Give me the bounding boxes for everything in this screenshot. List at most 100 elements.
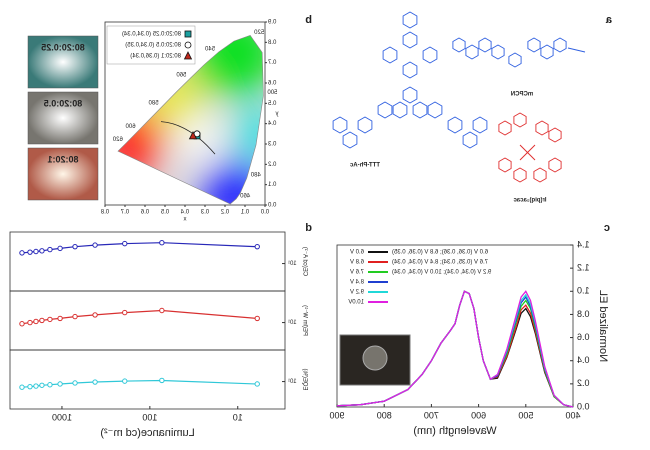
inset-spot bbox=[362, 345, 388, 371]
x-tick-label: 900 bbox=[329, 410, 344, 420]
x-tick-label: 0.3 bbox=[200, 210, 209, 216]
x-axis-label: x bbox=[184, 217, 187, 223]
ring bbox=[465, 44, 479, 60]
point bbox=[57, 381, 63, 387]
y-axis-label: EQE(%) bbox=[301, 368, 307, 390]
point bbox=[92, 242, 98, 248]
legend-label: 9.2 V bbox=[350, 290, 364, 296]
device-photo bbox=[27, 91, 99, 145]
locus-label: 520 bbox=[254, 30, 265, 36]
point bbox=[33, 318, 39, 325]
structure-label: TTT-Ph-Ac bbox=[349, 163, 380, 169]
locus-label: 460 bbox=[240, 193, 251, 199]
y-tick-label: 10¹ bbox=[288, 261, 297, 267]
y-tick-label: 1.4 bbox=[577, 239, 590, 249]
y-tick-label: 0.0 bbox=[577, 401, 590, 411]
ring bbox=[412, 101, 428, 119]
ring bbox=[498, 120, 512, 136]
x-axis-label: Wavelength (nm) bbox=[413, 425, 496, 437]
ring bbox=[498, 157, 512, 173]
plot-frame bbox=[9, 231, 286, 292]
ring bbox=[553, 37, 567, 53]
y-axis-label: CE(cd A⁻¹) bbox=[301, 247, 307, 276]
mirrored-figure: a b c d mCPCN TTT-Ph-Ac Ir(piq)₂acac 460 480 500 5… bbox=[9, 11, 612, 439]
ring bbox=[535, 120, 549, 136]
point bbox=[72, 380, 78, 386]
plot-frame bbox=[9, 349, 286, 410]
structure-label: Ir(piq)₂acac bbox=[513, 198, 547, 204]
ring bbox=[332, 116, 348, 134]
x-tick-label: 800 bbox=[377, 410, 392, 420]
x-tick-label: 0.5 bbox=[160, 210, 169, 216]
locus-label: 540 bbox=[204, 46, 215, 52]
point bbox=[254, 315, 260, 322]
x-tick-label: 10 bbox=[233, 412, 243, 422]
ring bbox=[342, 131, 358, 149]
point bbox=[47, 246, 53, 253]
ring bbox=[491, 44, 505, 60]
x-tick-label: 0.6 bbox=[140, 210, 149, 216]
x-tick-label: 400 bbox=[565, 410, 580, 420]
ring bbox=[382, 46, 398, 64]
y-tick-label: 0.4 bbox=[267, 121, 276, 127]
panel-label: c bbox=[604, 222, 610, 234]
y-tick-label: 0.6 bbox=[577, 332, 590, 342]
x-tick-label: 0.4 bbox=[180, 210, 189, 216]
y-axis-label: y bbox=[276, 111, 279, 117]
y-tick-label: 0.8 bbox=[577, 309, 590, 319]
y-tick-label: 10¹ bbox=[288, 379, 297, 385]
point bbox=[72, 313, 78, 320]
point bbox=[19, 321, 25, 327]
locus-label: 600 bbox=[125, 124, 136, 130]
point bbox=[39, 248, 45, 254]
legend-label: 8.4 V bbox=[350, 280, 364, 286]
annotation: 9.2 V (0.34, 0.34); 10.0 V (0.34, 0.34) bbox=[392, 270, 491, 276]
photo-label: 80:20:0.5 bbox=[44, 98, 83, 108]
ring bbox=[392, 101, 408, 119]
x-axis-label: Luminance(cd m⁻²) bbox=[100, 427, 194, 439]
legend-marker bbox=[184, 41, 192, 49]
point bbox=[19, 250, 25, 256]
ring bbox=[402, 61, 418, 79]
bond bbox=[519, 144, 536, 161]
x-tick-label: 500 bbox=[518, 410, 533, 420]
efficiency-line bbox=[21, 242, 258, 254]
x-tick-label: 1000 bbox=[52, 412, 72, 422]
y-tick-label: 0.7 bbox=[267, 60, 276, 66]
ring bbox=[427, 101, 443, 119]
ring bbox=[447, 116, 463, 134]
point bbox=[159, 307, 165, 314]
y-tick-label: 0.1 bbox=[267, 182, 276, 188]
ring bbox=[508, 52, 522, 68]
gamut-cyan bbox=[230, 108, 264, 159]
legend-marker bbox=[184, 30, 192, 38]
ring bbox=[540, 44, 554, 60]
x-tick-label: 0.1 bbox=[240, 210, 249, 216]
ring bbox=[513, 112, 527, 128]
x-tick-label: 700 bbox=[424, 410, 439, 420]
panel-label: a bbox=[605, 14, 612, 26]
bond bbox=[567, 47, 586, 53]
point bbox=[19, 384, 25, 390]
legend-label: 80:20:0.25 (0.34,0.34) bbox=[122, 32, 181, 38]
x-tick-label: 600 bbox=[471, 410, 486, 420]
y-tick-label: 1.0 bbox=[577, 286, 590, 296]
y-axis-label: PE(lm W⁻¹) bbox=[301, 305, 307, 336]
ring bbox=[513, 167, 527, 183]
y-tick-label: 0.8 bbox=[267, 40, 276, 46]
legend-label: 80:20:1 (0.36,0.34) bbox=[130, 54, 181, 60]
point bbox=[122, 309, 128, 316]
point bbox=[47, 316, 53, 323]
point bbox=[122, 240, 128, 247]
point bbox=[159, 240, 165, 246]
point bbox=[27, 249, 33, 255]
ring bbox=[548, 127, 562, 143]
legend-label: 7.6 V bbox=[350, 270, 364, 276]
point bbox=[27, 383, 33, 390]
ring bbox=[527, 37, 541, 53]
point bbox=[47, 382, 53, 388]
legend-marker bbox=[183, 51, 193, 60]
photo-label: 80:20:0.25 bbox=[41, 42, 85, 52]
point bbox=[159, 377, 165, 384]
